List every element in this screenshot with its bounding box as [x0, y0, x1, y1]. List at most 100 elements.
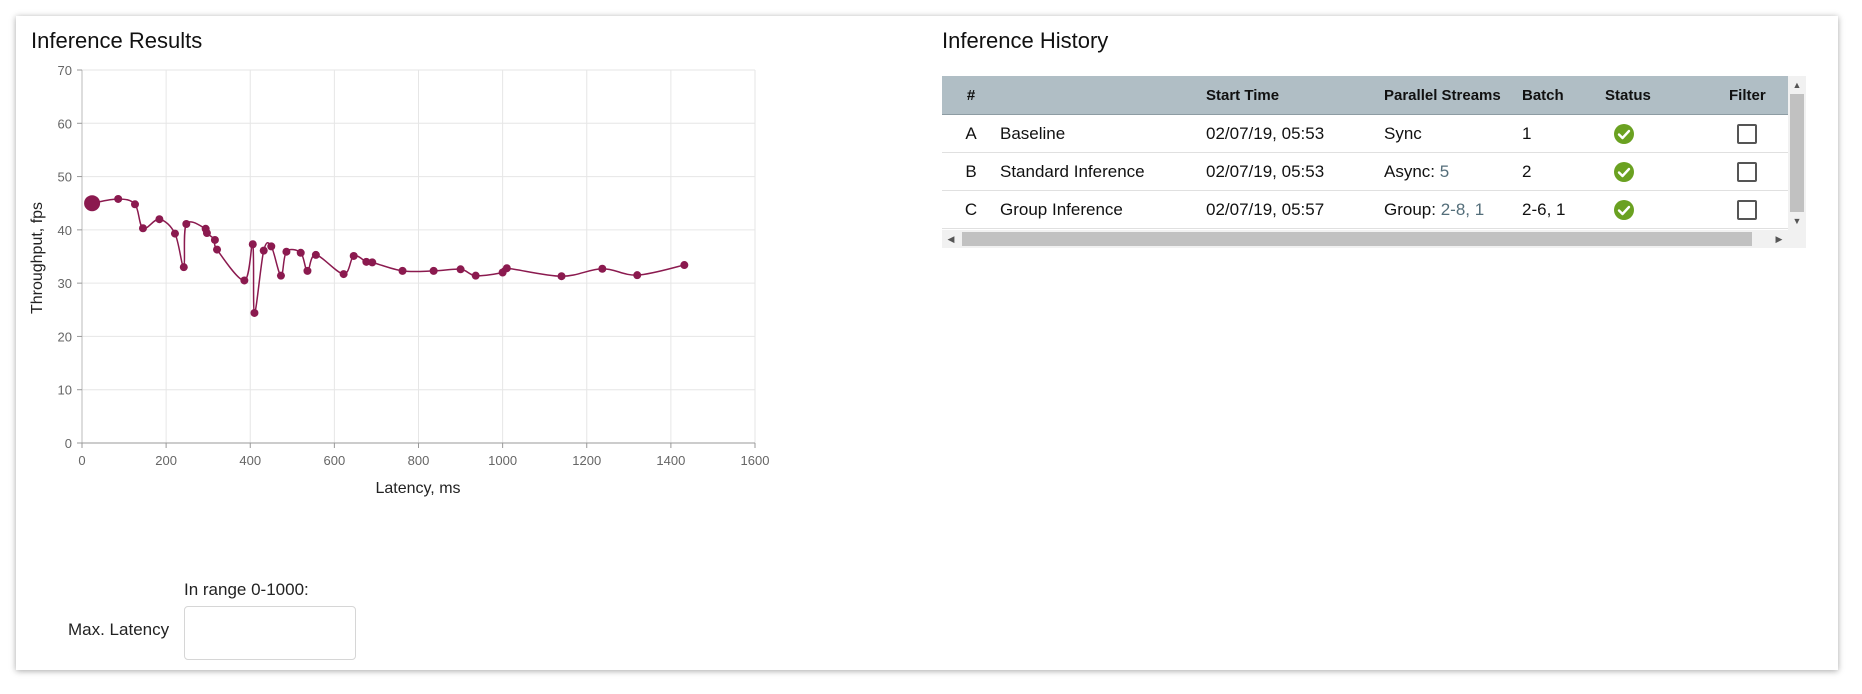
data-point[interactable] [210, 235, 219, 244]
data-point[interactable] [311, 250, 320, 259]
streams-value: 5 [1439, 161, 1450, 181]
scroll-down-arrow-icon[interactable]: ▼ [1792, 216, 1802, 226]
y-axis-label: Throughput, fps [29, 202, 46, 314]
column-header-index[interactable]: # [942, 76, 1000, 115]
series-points[interactable] [84, 194, 689, 317]
data-point[interactable] [502, 264, 511, 273]
data-point[interactable] [456, 265, 465, 274]
row-status [1605, 114, 1729, 153]
data-point[interactable] [267, 242, 276, 251]
row-index: C [942, 190, 1000, 229]
filter-checkbox[interactable] [1737, 199, 1757, 220]
scroll-right-arrow-icon[interactable]: ▶ [1775, 234, 1783, 244]
data-point[interactable] [276, 271, 285, 280]
row-start-time: 02/07/19, 05:53 [1206, 114, 1384, 153]
y-tick-label: 70 [58, 63, 72, 78]
row-filter [1729, 190, 1788, 229]
latency-range-hint: In range 0-1000: [184, 580, 309, 599]
data-point[interactable] [557, 272, 566, 281]
data-point[interactable] [362, 257, 371, 266]
row-name: Group Inference [1000, 190, 1206, 229]
data-point[interactable] [598, 264, 607, 273]
x-tick-label: 1000 [488, 453, 517, 468]
row-index: B [942, 152, 1000, 191]
table-row[interactable]: B Standard Inference 02/07/19, 05:53 Asy… [942, 152, 1788, 191]
column-header-batch[interactable]: Batch [1522, 76, 1605, 115]
data-point[interactable] [202, 229, 211, 238]
row-start-time: 02/07/19, 05:53 [1206, 152, 1384, 191]
data-point[interactable] [429, 266, 438, 275]
row-start-time: 02/07/19, 05:57 [1206, 190, 1384, 229]
data-point[interactable] [339, 270, 348, 279]
horizontal-scroll-thumb[interactable] [962, 232, 1752, 246]
data-point[interactable] [368, 258, 377, 267]
y-tick-label: 0 [65, 436, 72, 451]
check-circle-icon [1614, 199, 1634, 220]
chart-ticks: 0 10 20 30 40 50 60 70 0 200 400 600 800 1000 1200 1400… [58, 63, 770, 468]
data-point[interactable] [155, 215, 164, 224]
check-circle-icon [1614, 123, 1634, 144]
row-status [1605, 190, 1729, 229]
data-point[interactable] [130, 200, 139, 209]
selected-data-point[interactable] [84, 195, 101, 212]
data-point[interactable] [138, 224, 147, 233]
column-header-name[interactable] [1000, 76, 1206, 115]
check-circle-icon [1614, 161, 1634, 182]
data-point[interactable] [114, 194, 123, 203]
x-tick-label: 1600 [741, 453, 770, 468]
column-header-filter[interactable]: Filter [1729, 76, 1788, 115]
data-point[interactable] [303, 266, 312, 275]
vertical-scrollbar[interactable]: ▲ ▼ [1788, 76, 1806, 230]
column-header-parallel-streams[interactable]: Parallel Streams [1384, 76, 1522, 115]
data-point[interactable] [240, 276, 249, 285]
y-tick-label: 10 [58, 383, 72, 398]
streams-mode: Async: [1384, 161, 1436, 181]
max-latency-input[interactable] [184, 606, 356, 660]
row-name: Baseline [1000, 114, 1206, 153]
table-row[interactable]: A Baseline 02/07/19, 05:53 Sync 1 [942, 114, 1788, 153]
data-point[interactable] [633, 271, 642, 280]
data-point[interactable] [296, 248, 305, 257]
inference-card: Inference Results Inference History 0 10 2… [16, 16, 1838, 670]
scrollbar-corner [1788, 230, 1806, 248]
row-parallel-streams: Sync [1384, 114, 1522, 153]
row-filter [1729, 152, 1788, 191]
scroll-up-arrow-icon[interactable]: ▲ [1792, 80, 1802, 90]
horizontal-scrollbar[interactable]: ◀ ▶ [942, 230, 1788, 248]
row-filter [1729, 114, 1788, 153]
history-table: # Start Time Parallel Streams Batch Stat… [942, 76, 1788, 229]
y-tick-label: 60 [58, 116, 72, 131]
y-tick-label: 30 [58, 276, 72, 291]
column-header-start-time[interactable]: Start Time [1206, 76, 1384, 115]
vertical-scroll-thumb[interactable] [1790, 94, 1804, 212]
data-point[interactable] [349, 251, 358, 260]
data-point[interactable] [471, 271, 480, 280]
x-tick-label: 0 [78, 453, 85, 468]
data-point[interactable] [213, 245, 222, 254]
data-point[interactable] [282, 247, 291, 256]
data-point[interactable] [179, 263, 188, 272]
row-parallel-streams: Async: 5 [1384, 152, 1522, 191]
filter-checkbox[interactable] [1737, 161, 1757, 182]
table-row[interactable]: C Group Inference 02/07/19, 05:57 Group:… [942, 190, 1788, 229]
column-header-status[interactable]: Status [1605, 76, 1729, 115]
data-point[interactable] [259, 246, 268, 255]
data-point[interactable] [170, 229, 179, 238]
x-tick-label: 1200 [572, 453, 601, 468]
x-tick-label: 1400 [656, 453, 685, 468]
y-tick-label: 20 [58, 329, 72, 344]
filter-checkbox[interactable] [1737, 123, 1757, 144]
data-point[interactable] [182, 219, 191, 228]
row-batch: 1 [1522, 114, 1605, 153]
history-table-container: # Start Time Parallel Streams Batch Stat… [942, 76, 1806, 248]
data-point[interactable] [398, 266, 407, 275]
data-point[interactable] [680, 261, 689, 270]
scroll-left-arrow-icon[interactable]: ◀ [947, 234, 955, 244]
data-point[interactable] [248, 240, 257, 249]
streams-mode: Sync [1384, 123, 1422, 143]
throughput-latency-chart[interactable]: 0 10 20 30 40 50 60 70 0 200 400 600 800 1000 1200 1400… [16, 16, 936, 670]
chart-grid [82, 69, 756, 443]
series-line [91, 198, 685, 314]
data-point[interactable] [250, 308, 259, 317]
row-parallel-streams: Group: 2-8, 1 [1384, 190, 1522, 229]
